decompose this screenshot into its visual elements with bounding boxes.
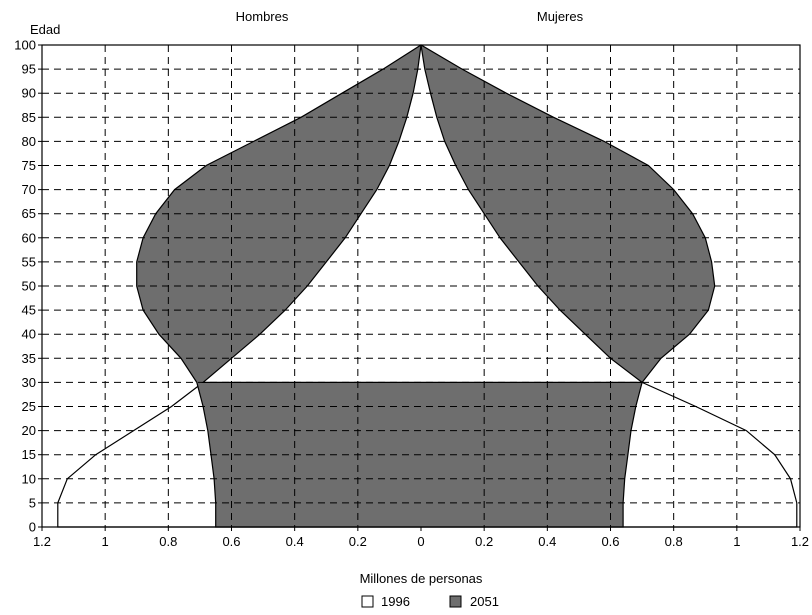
y-axis-label: Edad bbox=[30, 22, 60, 37]
x-tick-label: 0 bbox=[417, 534, 424, 549]
y-tick-label: 65 bbox=[22, 206, 36, 221]
y-tick-label: 5 bbox=[29, 495, 36, 510]
legend: 1996 2051 bbox=[361, 594, 499, 609]
legend-swatch-2051 bbox=[449, 595, 462, 608]
x-tick-label: 0.4 bbox=[286, 534, 304, 549]
y-tick-label: 30 bbox=[22, 375, 36, 390]
x-tick-label: 0.2 bbox=[349, 534, 367, 549]
men-title: Hombres bbox=[236, 9, 289, 24]
x-tick-label: 1.2 bbox=[33, 534, 51, 549]
legend-label-2051: 2051 bbox=[470, 594, 499, 609]
x-tick-label: 0.8 bbox=[665, 534, 683, 549]
y-tick-label: 25 bbox=[22, 399, 36, 414]
legend-swatch-1996 bbox=[361, 595, 374, 608]
y-tick-label: 45 bbox=[22, 303, 36, 318]
y-tick-label: 70 bbox=[22, 182, 36, 197]
x-tick-label: 1.2 bbox=[791, 534, 809, 549]
x-tick-label: 0.6 bbox=[222, 534, 240, 549]
series-1996-upper-area bbox=[201, 44, 644, 383]
legend-label-1996: 1996 bbox=[381, 594, 410, 609]
y-tick-label: 100 bbox=[14, 38, 36, 53]
y-tick-label: 85 bbox=[22, 110, 36, 125]
y-tick-label: 35 bbox=[22, 351, 36, 366]
women-title: Mujeres bbox=[537, 9, 584, 24]
y-tick-label: 50 bbox=[22, 279, 36, 294]
y-tick-label: 0 bbox=[29, 520, 36, 535]
y-tick-label: 20 bbox=[22, 423, 36, 438]
x-tick-label: 0.8 bbox=[159, 534, 177, 549]
y-tick-label: 60 bbox=[22, 230, 36, 245]
x-tick-label: 0.4 bbox=[538, 534, 556, 549]
y-tick-label: 15 bbox=[22, 447, 36, 462]
y-tick-label: 75 bbox=[22, 158, 36, 173]
y-tick-label: 55 bbox=[22, 254, 36, 269]
x-tick-label: 1 bbox=[733, 534, 740, 549]
x-axis-label: Millones de personas bbox=[360, 571, 483, 586]
y-tick-label: 80 bbox=[22, 134, 36, 149]
y-tick-label: 40 bbox=[22, 327, 36, 342]
x-tick-label: 0.6 bbox=[601, 534, 619, 549]
x-tick-label: 0.2 bbox=[475, 534, 493, 549]
y-tick-label: 95 bbox=[22, 62, 36, 77]
y-tick-label: 90 bbox=[22, 86, 36, 101]
y-tick-label: 10 bbox=[22, 471, 36, 486]
x-tick-label: 1 bbox=[102, 534, 109, 549]
